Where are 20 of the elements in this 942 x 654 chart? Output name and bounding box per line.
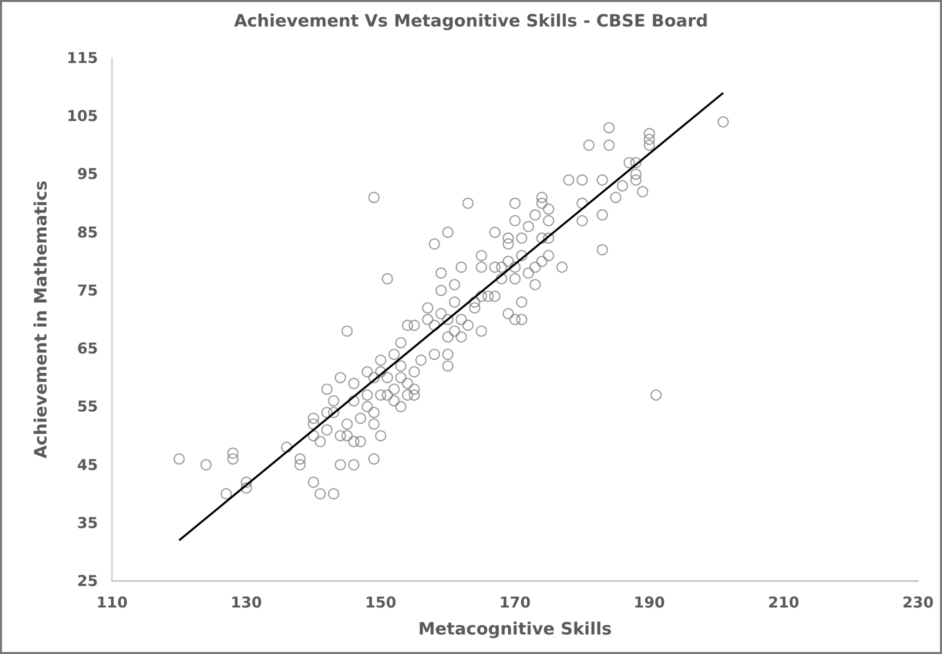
x-axis-title: Metacognitive Skills [418,620,612,640]
x-tick-label: 230 [902,594,934,612]
x-tick-label: 150 [365,594,396,612]
x-tick-label: 210 [768,594,800,612]
y-tick-label: 65 [77,340,98,358]
y-tick-label: 25 [77,572,98,590]
y-tick-label: 55 [77,398,98,416]
x-tick-label: 110 [96,594,128,612]
chart-title: Achievement Vs Metagonitive Skills - CBSE Board [234,12,708,32]
y-tick-label: 75 [77,281,98,300]
y-tick-label: 35 [77,514,98,532]
x-tick-label: 130 [230,594,262,612]
y-tick-label: 115 [66,49,98,67]
y-axis-title: Achievement in Mathematics [32,180,52,459]
y-tick-label: 85 [77,223,98,242]
y-tick-label: 105 [66,107,98,126]
y-tick-label: 45 [77,456,98,474]
x-tick-label: 170 [499,594,531,612]
y-tick-label: 95 [77,165,98,184]
x-tick-label: 190 [634,594,665,612]
